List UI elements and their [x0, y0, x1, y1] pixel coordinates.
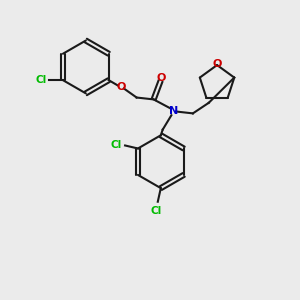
Text: O: O	[157, 73, 166, 83]
Text: O: O	[212, 59, 222, 69]
Text: Cl: Cl	[35, 75, 46, 85]
Text: Cl: Cl	[151, 206, 162, 216]
Text: Cl: Cl	[111, 140, 122, 150]
Text: O: O	[116, 82, 125, 92]
Text: N: N	[169, 106, 178, 116]
